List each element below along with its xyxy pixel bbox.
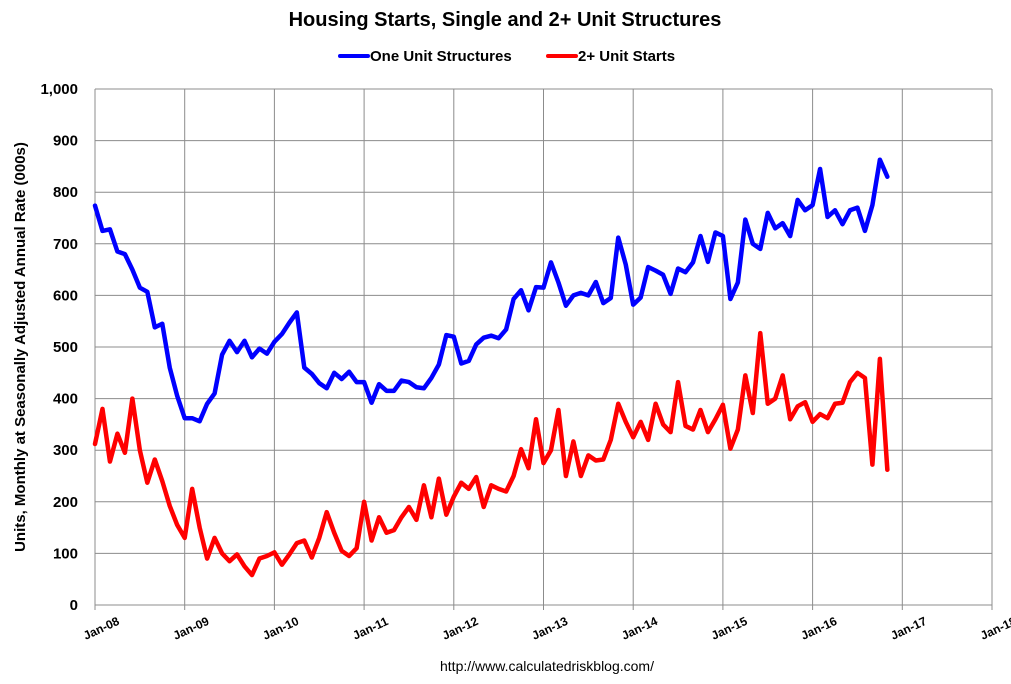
x-tick-label: Jan-18 (978, 614, 1011, 643)
x-tick-label: Jan-12 (440, 614, 481, 643)
y-axis-label: Units, Monthly at Seasonally Adjusted An… (12, 142, 29, 552)
source-url: http://www.calculatedriskblog.com/ (440, 658, 654, 674)
y-axis-ticks: 0 100 200 300 400 500 600 700 800 900 1,000 (40, 81, 78, 614)
legend-label-multi-unit: 2+ Unit Starts (578, 48, 675, 65)
series-line-multi-unit (92, 330, 890, 578)
x-tick-label: Jan-08 (81, 614, 122, 643)
y-tick-label: 100 (53, 545, 78, 562)
legend-label-one-unit: One Unit Structures (370, 48, 512, 65)
y-tick-label: 700 (53, 236, 78, 253)
y-tick-label: 600 (53, 287, 78, 304)
x-tick-label: Jan-10 (261, 614, 302, 643)
y-tick-label: 300 (53, 442, 78, 459)
x-tick-label: Jan-13 (530, 614, 571, 643)
x-tick-label: Jan-14 (619, 614, 660, 643)
x-tick-label: Jan-09 (171, 614, 212, 643)
x-tick-label: Jan-15 (709, 614, 750, 643)
series-line-one-unit (92, 157, 890, 424)
x-tick-label: Jan-16 (799, 614, 840, 643)
x-axis-ticks: Jan-08 Jan-09 Jan-10 Jan-11 Jan-12 Jan-13 Jan-… (81, 614, 1011, 643)
y-tick-label: 800 (53, 184, 78, 201)
legend: One Unit Structures 2+ Unit Starts (338, 48, 675, 65)
y-tick-label: 400 (53, 391, 78, 408)
x-tick-label: Jan-11 (351, 614, 391, 643)
y-tick-label: 0 (70, 597, 78, 614)
y-tick-label: 500 (53, 339, 78, 356)
y-tick-label: 900 (53, 133, 78, 150)
y-tick-label: 200 (53, 494, 78, 511)
series-lines (92, 157, 890, 578)
grid (94, 88, 993, 610)
chart-title: Housing Starts, Single and 2+ Unit Struc… (289, 9, 722, 31)
y-tick-label: 1,000 (40, 81, 78, 98)
x-tick-label: Jan-17 (888, 614, 929, 643)
